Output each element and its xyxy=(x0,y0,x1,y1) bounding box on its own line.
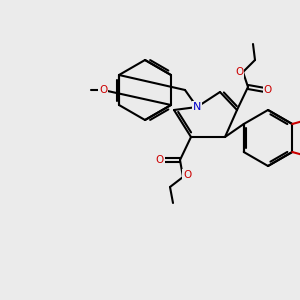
Text: O: O xyxy=(235,67,243,77)
Text: O: O xyxy=(183,170,191,180)
Text: N: N xyxy=(193,102,201,112)
Text: O: O xyxy=(264,85,272,95)
Text: O: O xyxy=(99,85,107,95)
Text: O: O xyxy=(156,155,164,165)
